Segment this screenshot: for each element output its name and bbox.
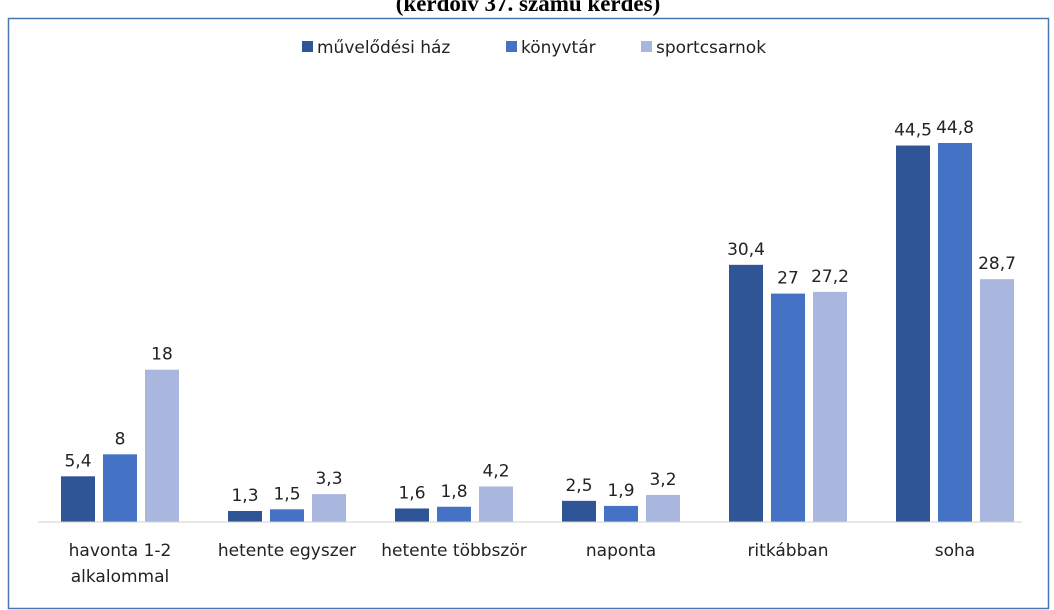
bar <box>479 486 513 522</box>
data-label: 8 <box>115 429 126 449</box>
bar <box>813 291 847 522</box>
bar <box>228 511 262 522</box>
bar <box>938 142 972 522</box>
data-label: 18 <box>151 345 173 365</box>
data-label: 4,2 <box>482 461 509 481</box>
chart-frame <box>7 17 1050 610</box>
data-label: 44,8 <box>936 118 974 138</box>
bar <box>646 494 680 522</box>
data-label: 28,7 <box>978 254 1016 274</box>
data-label: 3,3 <box>315 469 342 489</box>
legend-label: sportcsarnok <box>656 38 766 58</box>
data-label: 1,5 <box>273 484 300 504</box>
bar <box>604 505 638 522</box>
bar <box>729 264 763 522</box>
x-tick-label: hetente többször <box>381 541 527 561</box>
x-tick-label: naponta <box>585 541 657 561</box>
data-label: 27,2 <box>811 267 849 287</box>
data-label: 2,5 <box>565 476 592 496</box>
data-label: 30,4 <box>727 240 765 260</box>
data-label: 1,6 <box>398 483 425 503</box>
legend-label: könyvtár <box>521 38 596 58</box>
bar <box>61 476 95 522</box>
bar <box>103 454 137 522</box>
x-tick-label: havonta 1-2 alkalommal <box>68 541 172 587</box>
data-label: 27 <box>777 269 799 289</box>
legend-swatch <box>641 41 652 52</box>
data-label: 1,8 <box>440 482 467 502</box>
data-label: 1,3 <box>231 486 258 506</box>
bar <box>896 145 930 522</box>
data-label: 3,2 <box>649 470 676 490</box>
bar <box>437 506 471 522</box>
bar <box>312 494 346 522</box>
data-label: 1,9 <box>607 481 634 501</box>
legend-swatch <box>302 41 313 52</box>
legend-label: művelődési ház <box>317 38 450 58</box>
data-label: 44,5 <box>894 121 932 141</box>
bar <box>395 508 429 522</box>
bar <box>270 509 304 522</box>
bar <box>980 279 1014 522</box>
x-tick-label: hetente egyszer <box>217 541 357 561</box>
chart-title: (kérdőív 37. számú kérdés) <box>396 0 660 16</box>
data-label: 5,4 <box>64 451 91 471</box>
x-tick-label: ritkábban <box>747 541 829 561</box>
bar <box>771 293 805 522</box>
bar <box>145 369 179 522</box>
x-tick-label: soha <box>934 541 976 561</box>
bar <box>562 500 596 522</box>
legend-swatch <box>506 41 517 52</box>
